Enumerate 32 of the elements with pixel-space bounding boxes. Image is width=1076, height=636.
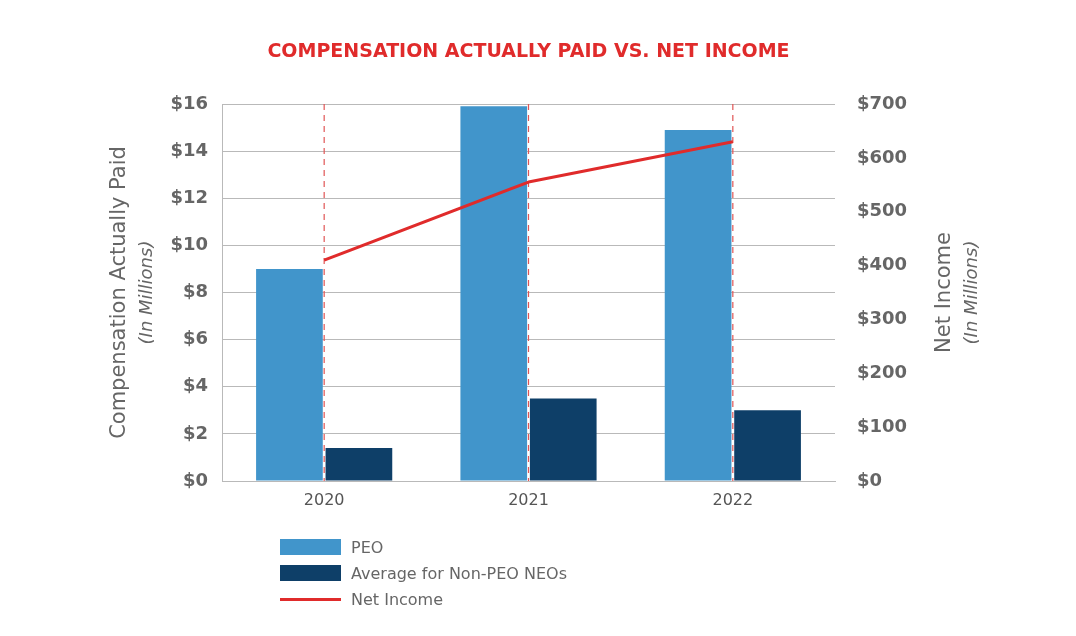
y2-tick-label: $200 bbox=[857, 360, 908, 382]
y-tick-label: $4 bbox=[182, 374, 208, 396]
y-tick-label: $8 bbox=[182, 280, 208, 302]
y2-axis-title: Net Income (In Millions) bbox=[931, 232, 981, 353]
bar bbox=[664, 129, 732, 481]
bar bbox=[529, 398, 597, 481]
legend-label: Net Income bbox=[351, 589, 444, 609]
y-axis-title: Compensation Actually Paid (In Millions) bbox=[106, 146, 156, 439]
legend-label: Average for Non-PEO NEOs bbox=[351, 563, 567, 583]
bar bbox=[460, 106, 528, 481]
y-tick-label: $2 bbox=[182, 421, 208, 443]
y2-tick-label: $400 bbox=[857, 253, 908, 275]
y2-tick-label: $0 bbox=[857, 468, 883, 490]
bar bbox=[734, 410, 801, 481]
y2-tick-label: $500 bbox=[857, 199, 908, 221]
y-tick-label: $10 bbox=[170, 233, 208, 255]
x-tick-label: 2022 bbox=[712, 489, 754, 509]
y2-tick-label: $300 bbox=[857, 307, 908, 329]
x-tick-label: 2021 bbox=[508, 489, 549, 509]
x-tick-label: 2020 bbox=[303, 489, 345, 509]
bar bbox=[325, 448, 393, 481]
y-tick-label: $16 bbox=[170, 91, 208, 113]
y-tick-label: $12 bbox=[170, 185, 208, 207]
y-tick-label: $14 bbox=[170, 138, 208, 160]
y-tick-label: $0 bbox=[182, 468, 208, 490]
bar bbox=[256, 268, 323, 481]
y-tick-label: $6 bbox=[182, 327, 208, 349]
legend-label: PEO bbox=[351, 537, 384, 557]
y2-tick-label: $600 bbox=[857, 145, 908, 167]
y2-tick-label: $700 bbox=[857, 91, 908, 113]
chart-title: COMPENSATION ACTUALLY PAID VS. NET INCOME bbox=[267, 38, 790, 61]
y2-tick-label: $100 bbox=[857, 414, 908, 436]
